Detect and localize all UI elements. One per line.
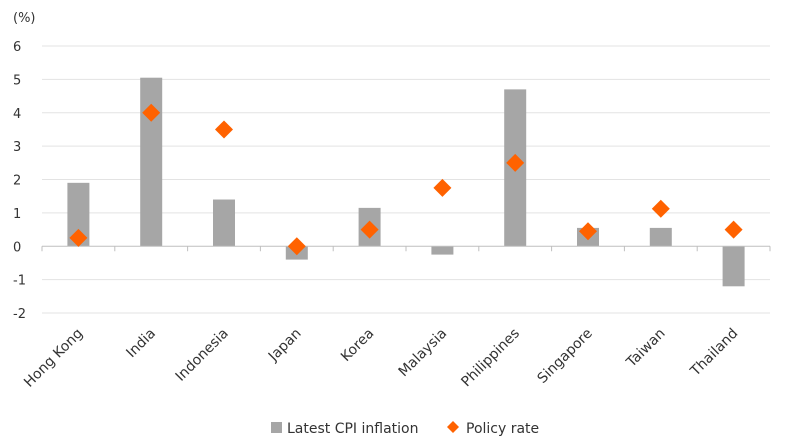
y-tick-label: 5 — [13, 73, 21, 88]
category-label: Japan — [265, 326, 305, 366]
y-tick-label: 0 — [13, 240, 21, 255]
legend-swatch-cpi — [271, 422, 282, 433]
category-label: Taiwan — [623, 326, 669, 372]
policy-rate-marker — [433, 178, 452, 197]
policy-rate-marker — [579, 222, 597, 241]
cpi-bars — [67, 77, 745, 287]
y-tick-label: 2 — [13, 174, 21, 189]
cpi-bar — [67, 182, 90, 247]
cpi-bar — [213, 199, 235, 247]
cpi-bar — [140, 77, 163, 247]
y-axis-label: (%) — [13, 11, 36, 26]
category-label: Philippines — [458, 326, 523, 391]
category-label: Korea — [338, 326, 377, 365]
category-label: Singapore — [535, 326, 596, 387]
category-label: Malaysia — [396, 326, 451, 381]
y-tick-label: -2 — [13, 307, 26, 322]
y-tick-labels: 6 5 4 3 2 1 0 -1 -2 — [13, 40, 26, 322]
y-tick-label: 1 — [13, 207, 21, 222]
legend-marker-policy — [447, 421, 459, 433]
policy-rate-marker — [506, 153, 525, 172]
policy-rate-marker — [215, 120, 233, 139]
policy-rate-marker — [724, 220, 743, 239]
legend: Latest CPI inflation Policy rate — [271, 421, 539, 437]
policy-markers — [69, 103, 743, 256]
y-tick-label: 6 — [13, 40, 21, 55]
policy-rate-marker — [360, 220, 379, 239]
policy-rate-marker — [287, 237, 306, 256]
category-label: Thailand — [687, 326, 742, 381]
category-labels: Hong Kong India Indonesia Japan Korea Malaysi… — [21, 326, 741, 391]
category-label: Indonesia — [173, 326, 232, 385]
gridlines — [42, 45, 770, 314]
category-label: India — [123, 326, 159, 362]
policy-rate-marker — [69, 228, 88, 247]
legend-label-cpi: Latest CPI inflation — [287, 421, 419, 437]
y-tick-label: 3 — [13, 140, 21, 155]
category-ticks — [41, 246, 771, 252]
cpi-bar — [722, 246, 745, 287]
y-tick-label: -1 — [13, 274, 26, 289]
cpi-bar — [431, 246, 454, 255]
category-label: Hong Kong — [21, 326, 86, 391]
legend-label-policy: Policy rate — [466, 421, 539, 437]
policy-rate-marker — [651, 199, 670, 218]
y-tick-label: 4 — [13, 107, 21, 122]
policy-rate-marker — [142, 103, 161, 122]
cpi-bar — [649, 227, 672, 247]
